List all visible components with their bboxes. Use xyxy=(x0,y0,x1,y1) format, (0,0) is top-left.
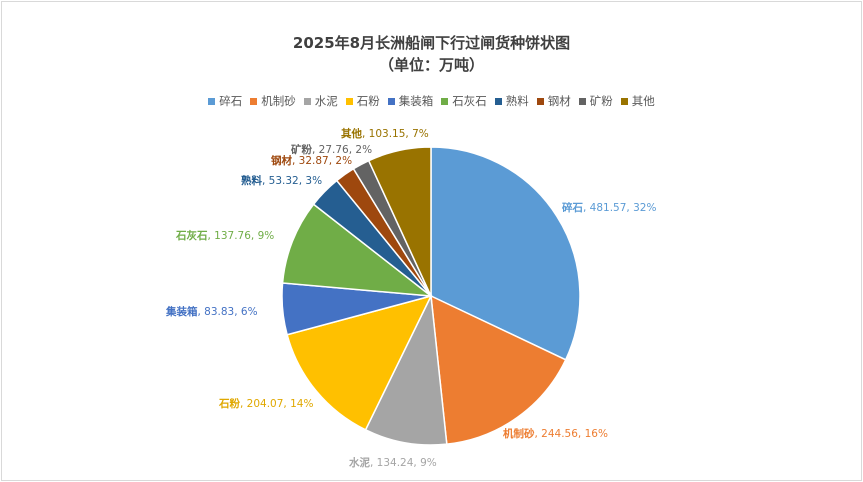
data-label: 熟料, 53.32, 3% xyxy=(241,174,322,187)
legend-swatch xyxy=(494,97,502,105)
legend-item: 机制砂 xyxy=(250,93,296,109)
legend-item: 矿粉 xyxy=(578,93,613,109)
data-label-value: , 481.57, 32% xyxy=(583,202,656,214)
legend-item: 水泥 xyxy=(303,93,338,109)
legend-label: 碎石 xyxy=(219,94,243,108)
data-label-category: 水泥 xyxy=(348,456,370,469)
data-label: 其他, 103.15, 7% xyxy=(341,127,429,140)
legend-item: 钢材 xyxy=(536,93,571,109)
pie-slice xyxy=(364,293,448,446)
data-label-value: , 27.76, 2% xyxy=(312,144,372,156)
data-label-value: , 244.56, 16% xyxy=(535,428,608,440)
data-label: 水泥, 134.24, 9% xyxy=(348,456,437,469)
data-label-category: 熟料 xyxy=(241,174,262,187)
legend-swatch xyxy=(620,97,628,105)
pie-slice xyxy=(430,146,581,361)
legend-label: 石粉 xyxy=(356,94,380,108)
legend-label: 机制砂 xyxy=(261,94,296,108)
legend-label: 其他 xyxy=(631,94,655,108)
legend-label: 水泥 xyxy=(314,94,338,108)
data-label: 机制砂, 244.56, 16% xyxy=(503,427,608,440)
legend-item: 熟料 xyxy=(494,93,529,109)
data-label-value: , 83.83, 6% xyxy=(198,306,258,318)
legend-label: 集装箱 xyxy=(398,94,434,108)
legend-item: 集装箱 xyxy=(387,93,434,109)
legend-swatch xyxy=(387,97,395,105)
legend-item: 其他 xyxy=(620,93,655,109)
data-label: 石灰石, 137.76, 9% xyxy=(175,229,274,242)
data-label: 钢材, 32.87, 2% xyxy=(271,154,352,167)
legend-label: 钢材 xyxy=(547,94,571,108)
data-label: 碎石, 481.57, 32% xyxy=(562,201,656,214)
data-label-category: 集装箱 xyxy=(165,305,198,318)
data-label-value: , 137.76, 9% xyxy=(208,230,275,242)
data-label-value: , 103.15, 7% xyxy=(362,128,429,140)
legend-item: 碎石 xyxy=(208,93,242,109)
legend-swatch xyxy=(578,97,586,105)
legend-swatch xyxy=(303,97,311,105)
data-label-value: , 204.07, 14% xyxy=(240,398,313,410)
legend-swatch xyxy=(208,97,216,105)
data-label-category: 碎石 xyxy=(562,201,583,214)
legend-label: 石灰石 xyxy=(452,94,487,108)
legend-item: 石灰石 xyxy=(441,93,487,109)
legend: 碎石 机制砂 水泥 石粉 集装箱 石灰石 熟料 钢材 矿粉 其他 xyxy=(0,93,863,109)
pie-slice xyxy=(367,146,432,297)
legend-swatch xyxy=(250,97,258,105)
pie-slice xyxy=(286,294,433,431)
legend-swatch xyxy=(441,97,449,105)
data-label: 石粉, 204.07, 14% xyxy=(218,397,313,410)
data-label-category: 矿粉 xyxy=(291,143,312,156)
data-label-value: , 53.32, 3% xyxy=(262,175,322,187)
data-label-category: 机制砂 xyxy=(503,427,535,440)
data-label-value: , 32.87, 2% xyxy=(292,155,352,167)
data-label: 矿粉, 27.76, 2% xyxy=(291,143,372,156)
chart-subtitle: （单位：万吨） xyxy=(378,56,484,74)
data-label-category: 其他 xyxy=(341,127,362,140)
pie-slice xyxy=(281,203,434,297)
legend-swatch xyxy=(536,97,544,105)
legend-label: 熟料 xyxy=(505,94,529,108)
data-label: 集装箱, 83.83, 6% xyxy=(165,305,258,318)
pie-slices xyxy=(281,146,581,446)
legend-item: 石粉 xyxy=(345,93,380,109)
data-label-category: 石灰石 xyxy=(175,229,208,242)
data-label-category: 钢材 xyxy=(271,154,292,167)
legend-swatch xyxy=(345,97,353,105)
data-label-category: 石粉 xyxy=(218,397,240,410)
data-label-value: , 134.24, 9% xyxy=(370,457,437,469)
legend-label: 矿粉 xyxy=(589,94,613,108)
chart-title: 2025年8月长洲船闸下行过闸货种饼状图 xyxy=(292,34,571,52)
pie-slice xyxy=(430,294,567,445)
